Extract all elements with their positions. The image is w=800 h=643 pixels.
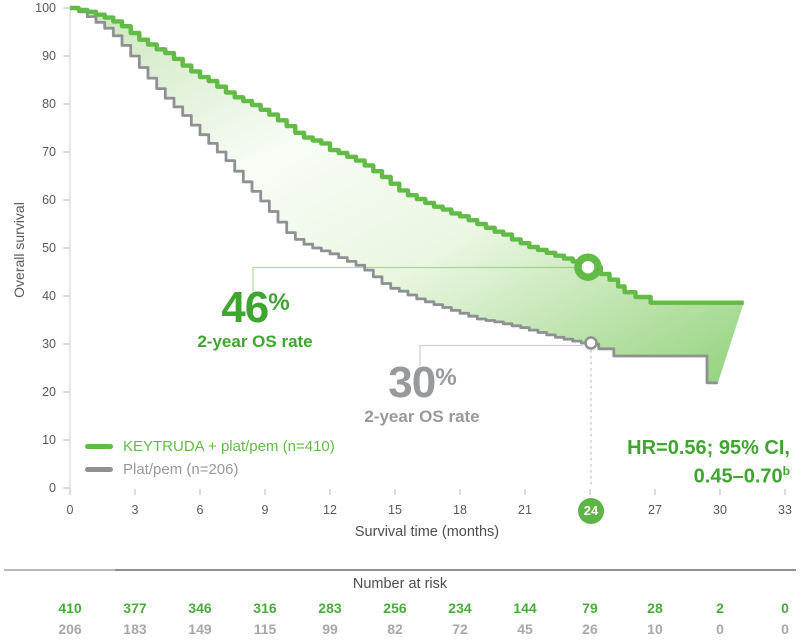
at-risk-count-keytruda: 0 [781, 600, 789, 616]
keytruda-os-rate-value: 46% [221, 283, 289, 332]
at-risk-count-platpem: 206 [58, 621, 82, 637]
at-risk-count-keytruda: 410 [58, 600, 82, 616]
at-risk-count-keytruda: 234 [448, 600, 472, 616]
y-tick-label: 80 [42, 96, 56, 111]
y-tick-label: 70 [42, 144, 56, 159]
platpem-os-rate-caption: 2-year OS rate [364, 407, 480, 426]
at-risk-count-platpem: 115 [253, 621, 277, 637]
at-risk-count-keytruda: 144 [513, 600, 537, 616]
at-risk-count-keytruda: 79 [582, 600, 598, 616]
keytruda-os-rate-caption: 2-year OS rate [197, 332, 313, 351]
x-tick-label: 21 [518, 503, 532, 517]
y-tick-label: 100 [35, 0, 56, 15]
y-tick-label: 90 [42, 48, 56, 63]
number-at-risk-title: Number at risk [352, 576, 448, 592]
platpem-legend-label: Plat/pem (n=206) [123, 461, 239, 478]
x-tick-label: 30 [713, 503, 727, 517]
at-risk-count-platpem: 149 [188, 621, 212, 637]
footnote-marker: b [782, 464, 790, 478]
platpem-legend-swatch [85, 467, 113, 472]
hazard-ratio-line1: HR=0.56; 95% CI, [627, 437, 790, 459]
at-risk-count-platpem: 99 [322, 621, 338, 637]
at-risk-count-platpem: 82 [387, 621, 403, 637]
number-at-risk-divider [4, 569, 796, 571]
x-tick-label: 27 [648, 503, 662, 517]
percent-sign: % [268, 288, 289, 316]
x-tick-label: 18 [453, 503, 467, 517]
keytruda-legend-label: KEYTRUDA + plat/pem (n=410) [123, 438, 335, 455]
keytruda-rate-callout-line [252, 266, 577, 291]
percent-sign: % [435, 363, 456, 391]
x-tick-label: 33 [778, 503, 792, 517]
x-tick-label: 12 [323, 503, 337, 517]
platpem-24month-marker [584, 336, 598, 350]
at-risk-count-keytruda: 283 [318, 600, 342, 616]
platpem-os-rate-value: 30% [388, 358, 456, 407]
at-risk-count-platpem: 45 [517, 621, 533, 637]
month-24-highlight-badge: 24 [578, 498, 604, 524]
at-risk-count-platpem: 26 [582, 621, 598, 637]
y-tick-label: 20 [42, 384, 56, 399]
keytruda-os-rate-annotation: 46% 2-year OS rate [165, 286, 345, 352]
y-tick-label: 50 [42, 240, 56, 255]
keytruda-survival-curve [70, 5, 744, 305]
at-risk-count-keytruda: 2 [716, 600, 724, 616]
keytruda-24month-marker [574, 253, 602, 281]
legend-item-keytruda: KEYTRUDA + plat/pem (n=410) [85, 438, 335, 455]
x-tick-label: 6 [196, 503, 204, 517]
at-risk-count-keytruda: 346 [188, 600, 212, 616]
survival-chart-canvas [63, 5, 786, 495]
platpem-rate-callout-line [419, 344, 583, 366]
hazard-ratio-line2: 0.45–0.70b [693, 464, 790, 488]
at-risk-count-platpem: 72 [452, 621, 468, 637]
at-risk-count-platpem: 0 [781, 621, 789, 637]
x-tick-label: 3 [131, 503, 139, 517]
at-risk-count-platpem: 10 [647, 621, 663, 637]
at-risk-count-keytruda: 377 [123, 600, 147, 616]
y-tick-label: 30 [42, 336, 56, 351]
legend-item-platpem: Plat/pem (n=206) [85, 461, 238, 478]
y-tick-label: 0 [49, 480, 56, 495]
at-risk-count-platpem: 183 [123, 621, 147, 637]
y-tick-label: 40 [42, 288, 56, 303]
platpem-os-rate-annotation: 30% 2-year OS rate [332, 361, 512, 427]
at-risk-count-platpem: 0 [716, 621, 724, 637]
x-tick-label: 9 [261, 503, 269, 517]
x-tick-label: 15 [388, 503, 402, 517]
y-tick-label: 60 [42, 192, 56, 207]
at-risk-count-keytruda: 28 [647, 600, 663, 616]
keytruda-legend-swatch [85, 444, 113, 449]
x-tick-label: 0 [66, 503, 74, 517]
x-axis-title: Survival time (months) [354, 524, 500, 540]
y-tick-label: 10 [42, 432, 56, 447]
at-risk-count-keytruda: 316 [253, 600, 277, 616]
hazard-ratio-note: HR=0.56; 95% CI, 0.45–0.70b [627, 437, 790, 489]
platpem-survival-curve [70, 6, 718, 385]
at-risk-count-keytruda: 256 [383, 600, 407, 616]
